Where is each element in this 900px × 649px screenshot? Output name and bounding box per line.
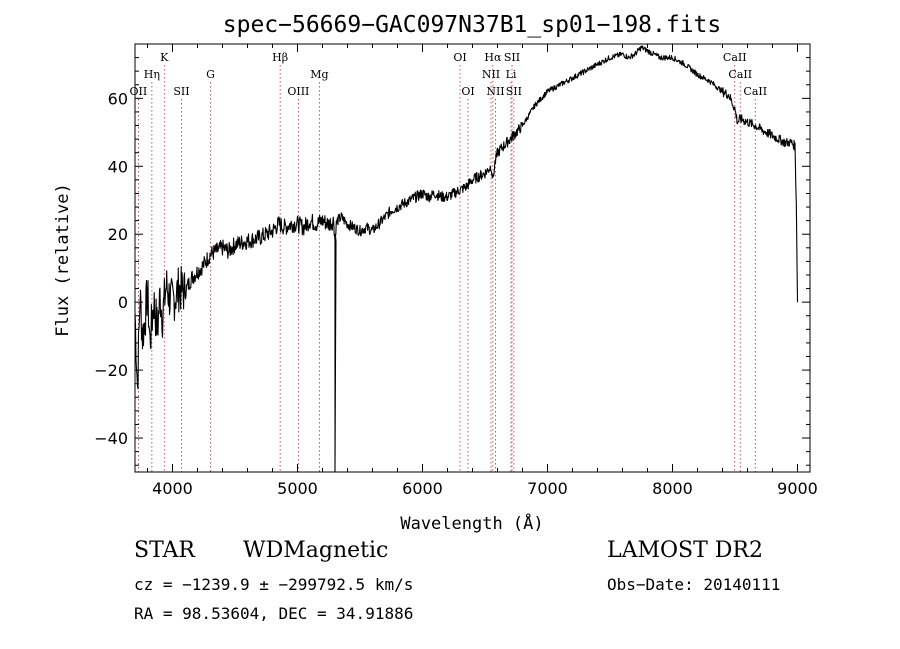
line-label: SII <box>506 85 522 98</box>
line-label: Mg <box>310 68 328 81</box>
y-tick-label: 0 <box>118 293 128 312</box>
y-tick-label: −20 <box>94 361 128 380</box>
line-label: CaII <box>723 51 747 64</box>
y-tick-label: 60 <box>108 89 128 108</box>
object-subclass: WDMagnetic <box>243 538 389 563</box>
object-class: STAR <box>134 538 195 563</box>
survey-name: LAMOST DR2 <box>607 538 763 563</box>
x-tick-label: 9000 <box>777 479 818 498</box>
x-tick-label: 6000 <box>402 479 443 498</box>
line-label: OI <box>461 85 474 98</box>
chart-title: spec−56669−GAC097N37B1_sp01−198.fits <box>223 12 722 38</box>
y-tick-label: −40 <box>94 429 128 448</box>
line-label: OI <box>453 51 466 64</box>
redshift-value: cz = −1239.9 ± −299792.5 km/s <box>134 575 414 594</box>
line-label: CaII <box>743 85 767 98</box>
x-axis-label: Wavelength (Å) <box>400 512 543 534</box>
x-tick-label: 5000 <box>277 479 318 498</box>
y-axis-label: Flux (relative) <box>53 183 73 337</box>
y-tick-label: 40 <box>108 157 128 176</box>
line-label: Hβ <box>272 51 288 64</box>
y-tick-label: 20 <box>108 225 128 244</box>
coordinates: RA = 98.53604, DEC = 34.91886 <box>134 604 414 623</box>
line-label: OII <box>130 85 148 98</box>
line-label: NII <box>482 68 500 81</box>
line-label: Hα <box>484 51 502 64</box>
plot-frame <box>134 43 811 473</box>
spectral-line-markers <box>137 65 756 472</box>
x-tick-label: 7000 <box>527 479 568 498</box>
spectral-line-labels: OIIHηKSIIGHβOIIIMgOIOIHαNIINIISIILiSIICa… <box>130 51 768 98</box>
line-label: SII <box>504 51 520 64</box>
axes <box>134 43 811 473</box>
x-axis-ticks: 4000 5000 6000 7000 8000 9000 <box>147 44 818 498</box>
line-label: CaII <box>728 68 752 81</box>
line-label: SII <box>173 85 189 98</box>
y-axis-ticks: −40 −20 0 20 40 60 <box>94 57 810 466</box>
x-tick-label: 8000 <box>652 479 693 498</box>
line-label: K <box>160 51 169 64</box>
x-tick-label: 4000 <box>152 479 193 498</box>
spectrum-line <box>134 45 799 473</box>
line-label: Li <box>506 68 517 81</box>
line-label: NII <box>486 85 504 98</box>
line-label: G <box>206 68 215 81</box>
observation-date: Obs−Date: 20140111 <box>607 575 781 594</box>
line-label: Hη <box>144 68 160 81</box>
line-label: OIII <box>287 85 309 98</box>
